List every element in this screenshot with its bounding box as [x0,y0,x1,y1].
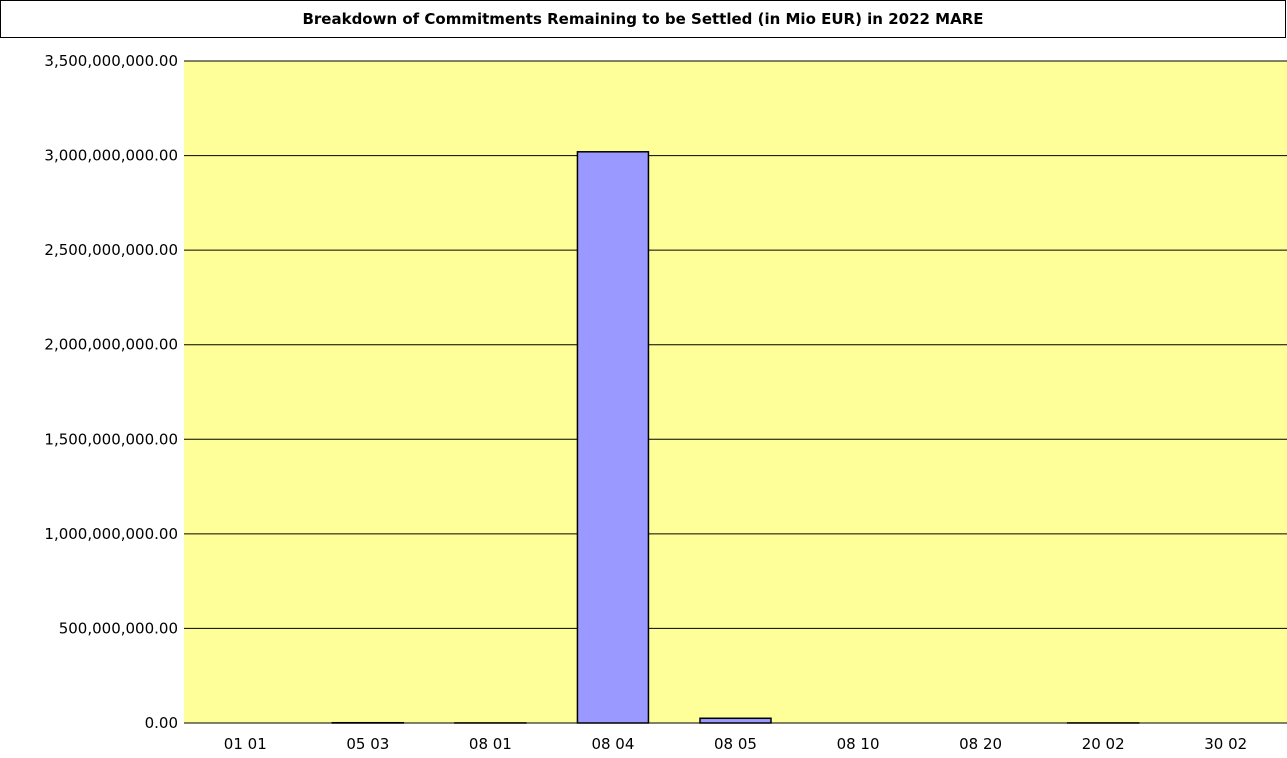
chart-title: Breakdown of Commitments Remaining to be… [0,0,1286,38]
gridlines [184,60,1287,724]
x-tick-label: 30 02 [1204,735,1247,753]
y-tick-label: 3,000,000,000.00 [44,147,178,165]
x-tick-label: 08 01 [469,735,512,753]
bar-08-04 [576,151,650,724]
y-tick-label: 500,000,000.00 [59,619,178,637]
x-tick-label: 20 02 [1082,735,1125,753]
plot-area [184,61,1287,723]
x-tick-label: 08 04 [591,735,634,753]
x-tick-label: 08 20 [959,735,1002,753]
x-axis-tick-labels: 01 01 05 03 08 01 08 04 08 05 08 10 08 20 20 02… [224,735,1247,753]
y-tick-label: 3,500,000,000.00 [44,52,178,70]
x-tick-label: 08 05 [714,735,757,753]
y-tick-label: 0.00 [145,714,178,732]
x-tick-label: 01 01 [224,735,267,753]
y-tick-label: 2,500,000,000.00 [44,241,178,259]
x-tick-label: 08 10 [837,735,880,753]
bars [331,151,1140,724]
y-tick-label: 1,000,000,000.00 [44,525,178,543]
y-tick-label: 2,000,000,000.00 [44,336,178,354]
x-tick-label: 05 03 [346,735,389,753]
y-tick-label: 1,500,000,000.00 [44,430,178,448]
bar-08-05 [699,717,772,724]
y-axis-tick-labels: 0.00 500,000,000.00 1,000,000,000.00 1,500,… [44,52,178,732]
